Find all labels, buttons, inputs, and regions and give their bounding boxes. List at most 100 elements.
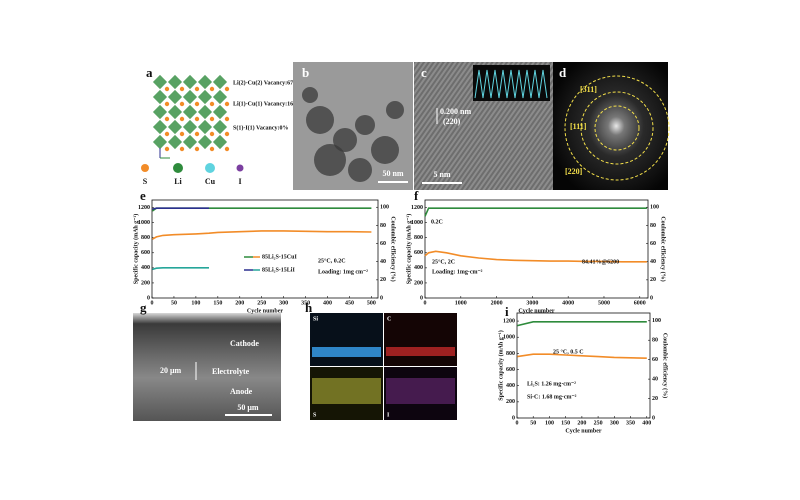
- polyhedron: [212, 89, 228, 105]
- legend-label: I: [238, 177, 241, 186]
- y2-tick-label: 0: [380, 295, 383, 301]
- y-tick-label: 1200: [411, 205, 423, 211]
- panel-label: g: [140, 300, 147, 315]
- x-tick-label: 400: [323, 300, 332, 306]
- x-tick-label: 2000: [491, 300, 503, 306]
- annotation: 0.2C: [431, 219, 443, 225]
- y-tick-label: 1200: [503, 318, 515, 324]
- annotation: 25°C, 0.2C: [318, 257, 346, 264]
- x-tick-label: 0: [424, 300, 427, 306]
- y2-tick-label: 80: [650, 223, 656, 229]
- atom: [194, 101, 200, 107]
- x-tick-label: 350: [301, 300, 310, 306]
- x-tick-label: 0: [151, 300, 154, 306]
- eds-signal: [312, 378, 381, 404]
- atom: [179, 146, 185, 152]
- data-line: [517, 353, 647, 359]
- particle: [355, 115, 375, 135]
- y-tick-label: 400: [141, 265, 150, 271]
- annotation: 25°C, 2C: [432, 258, 455, 265]
- map-label: I: [387, 412, 390, 418]
- y2-axis-title: Coulombic efficiency (%): [390, 216, 397, 281]
- y-tick-label: 600: [506, 367, 515, 373]
- x-tick-label: 100: [191, 300, 200, 306]
- scale-label: 50 nm: [382, 169, 403, 178]
- polyhedron: [182, 104, 198, 120]
- y-tick-label: 1200: [138, 205, 150, 211]
- y2-tick-label: 20: [652, 396, 658, 402]
- x-tick-label: 150: [213, 300, 222, 306]
- y-tick-label: 0: [512, 415, 515, 421]
- atom: [164, 146, 170, 152]
- layer-label: Electrolyte: [212, 367, 250, 376]
- map-label: Si: [313, 316, 318, 322]
- x-tick-label: 100: [545, 420, 554, 426]
- legend-dot: [236, 164, 244, 172]
- eds-signal: [386, 378, 455, 404]
- polyhedron: [212, 119, 228, 135]
- y2-tick-label: 100: [652, 318, 661, 324]
- atom: [194, 86, 200, 92]
- polyhedron: [212, 74, 228, 90]
- plot-frame: [424, 199, 649, 299]
- annotation: 84.41%@6200: [582, 259, 619, 265]
- legend-label: 85Li₂S-15LiI: [262, 267, 295, 273]
- x-tick-label: 150: [561, 420, 570, 426]
- y2-tick-label: 20: [380, 277, 386, 283]
- y2-tick-label: 80: [652, 338, 658, 344]
- atom: [179, 86, 185, 92]
- y-tick-label: 200: [506, 399, 515, 405]
- x-axis-title: Cycle number: [247, 308, 283, 314]
- plot-frame: [516, 312, 651, 419]
- polyhedron: [152, 104, 168, 120]
- crystal-structure: [152, 74, 230, 152]
- polyhedron: [197, 119, 213, 135]
- x-tick-label: 350: [626, 420, 635, 426]
- atom: [224, 146, 230, 152]
- y2-axis-title: Coulombic efficiency (%): [662, 333, 669, 398]
- site-label: S(1)-I(1) Vacancy:0%: [233, 124, 289, 131]
- x-tick-label: 6000: [634, 300, 646, 306]
- y2-tick-label: 60: [650, 241, 656, 247]
- legend-label: 85Li₂S-15CuI: [262, 254, 297, 260]
- atom: [164, 116, 170, 122]
- x-tick-label: 0: [516, 420, 519, 426]
- ring: [580, 91, 654, 165]
- x-tick-label: 250: [594, 420, 603, 426]
- y-tick-label: 800: [414, 235, 423, 241]
- data-line: [517, 321, 647, 327]
- atom: [224, 116, 230, 122]
- y2-axis-title: Coulombic efficiency (%): [660, 216, 667, 281]
- y2-tick-label: 20: [650, 277, 656, 283]
- panel-b: b 50 nm: [293, 62, 413, 190]
- x-axis-title: Cycle number: [518, 308, 554, 314]
- eds-signal: [312, 347, 381, 357]
- site-label: Li(1)-Cu(1) Vacancy:16.19%: [233, 100, 307, 107]
- polyhedron: [167, 89, 183, 105]
- x-tick-label: 300: [610, 420, 619, 426]
- map-label: C: [387, 316, 391, 322]
- y-tick-label: 0: [147, 295, 150, 301]
- y-tick-label: 1000: [503, 335, 515, 341]
- atom: [209, 86, 215, 92]
- y2-tick-label: 80: [380, 223, 386, 229]
- y-tick-label: 400: [506, 383, 515, 389]
- y2-tick-label: 40: [650, 259, 656, 265]
- annotation: Loading: 1mg cm⁻²: [318, 269, 368, 275]
- panel-label: e: [140, 188, 146, 203]
- polyhedron: [182, 119, 198, 135]
- y-tick-label: 800: [506, 351, 515, 357]
- y2-tick-label: 40: [652, 376, 658, 382]
- panel-label: f: [414, 188, 419, 203]
- atom: [179, 101, 185, 107]
- panel-d: d [311] [111] [220]: [553, 62, 670, 190]
- polyhedron: [182, 74, 198, 90]
- x-tick-label: 300: [279, 300, 288, 306]
- plane-label: (220): [443, 117, 461, 126]
- polyhedron: [197, 104, 213, 120]
- particle: [314, 144, 346, 176]
- polyhedron: [152, 74, 168, 90]
- polyhedron: [152, 119, 168, 135]
- y-tick-label: 200: [414, 280, 423, 286]
